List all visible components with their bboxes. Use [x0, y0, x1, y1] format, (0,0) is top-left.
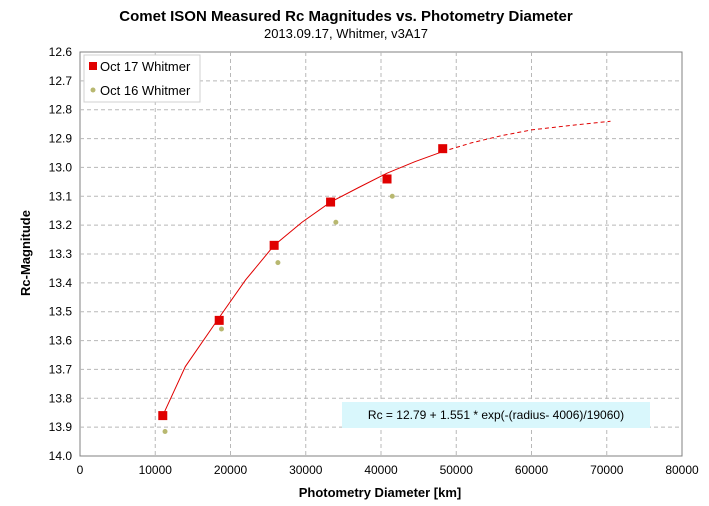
y-tick-label: 14.0 — [49, 449, 73, 463]
data-point-oct17 — [438, 144, 448, 154]
data-point-oct16 — [162, 428, 168, 434]
data-point-oct16 — [218, 326, 224, 332]
fit-curve — [162, 120, 611, 416]
x-tick-label: 30000 — [289, 463, 323, 477]
data-point-oct16 — [389, 193, 395, 199]
x-tick-label: 40000 — [364, 463, 398, 477]
fit-curve-extrapolated — [442, 120, 611, 153]
y-tick-label: 13.9 — [49, 420, 73, 434]
x-axis-ticks: 0 10000 20000 30000 40000 50000 60000 70000 8000… — [77, 463, 699, 477]
legend-marker-oct16 — [90, 87, 96, 93]
data-point-oct17 — [269, 240, 279, 250]
data-point-oct17 — [382, 174, 392, 184]
data-point-oct16 — [333, 219, 339, 225]
y-axis-ticks: 12.6 12.7 12.8 12.9 13.0 13.1 13.2 13.3 13.4 13.5… — [49, 45, 73, 463]
y-tick-label: 13.5 — [49, 305, 73, 319]
chart-title: Comet ISON Measured Rc Magnitudes vs. Ph… — [119, 8, 573, 25]
fit-curve-solid — [162, 151, 443, 416]
y-axis-label: Rc-Magnitude — [18, 210, 33, 296]
y-tick-label: 13.1 — [49, 189, 73, 203]
x-tick-label: 80000 — [665, 463, 699, 477]
x-tick-label: 10000 — [139, 463, 173, 477]
y-tick-label: 13.6 — [49, 334, 73, 348]
data-point-oct17 — [158, 411, 168, 421]
y-tick-label: 12.7 — [49, 74, 73, 88]
fit-equation-box: Rc = 12.79 + 1.551 * exp(-(radius- 4006)… — [342, 402, 650, 428]
data-point-oct17 — [326, 197, 336, 207]
legend-marker-oct17 — [89, 62, 97, 70]
x-tick-label: 50000 — [440, 463, 474, 477]
y-tick-label: 13.0 — [49, 160, 73, 174]
fit-equation-text: Rc = 12.79 + 1.551 * exp(-(radius- 4006)… — [368, 408, 624, 422]
fit-equation-background — [342, 402, 650, 428]
y-tick-label: 13.4 — [49, 276, 73, 290]
y-tick-label: 12.6 — [49, 45, 73, 59]
x-tick-label: 70000 — [590, 463, 624, 477]
y-tick-label: 13.3 — [49, 247, 73, 261]
x-axis-label: Photometry Diameter [km] — [299, 485, 462, 500]
legend-label-oct17: Oct 17 Whitmer — [100, 59, 191, 74]
x-tick-label: 60000 — [515, 463, 549, 477]
y-tick-label: 13.7 — [49, 362, 73, 376]
y-tick-label: 12.8 — [49, 103, 73, 117]
legend-box — [83, 54, 201, 103]
legend-label-oct16: Oct 16 Whitmer — [100, 83, 191, 98]
data-point-oct17 — [214, 315, 224, 325]
grid-lines — [80, 52, 682, 456]
legend: Oct 17 Whitmer Oct 16 Whitmer — [83, 54, 201, 103]
data-point-oct16 — [275, 260, 281, 266]
x-tick-label: 0 — [77, 463, 84, 477]
x-tick-label: 20000 — [214, 463, 248, 477]
chart-subtitle: 2013.09.17, Whitmer, v3A17 — [264, 26, 428, 41]
y-tick-label: 13.8 — [49, 391, 73, 405]
y-tick-label: 12.9 — [49, 132, 73, 146]
data-series — [158, 144, 448, 434]
y-tick-label: 13.2 — [49, 218, 73, 232]
